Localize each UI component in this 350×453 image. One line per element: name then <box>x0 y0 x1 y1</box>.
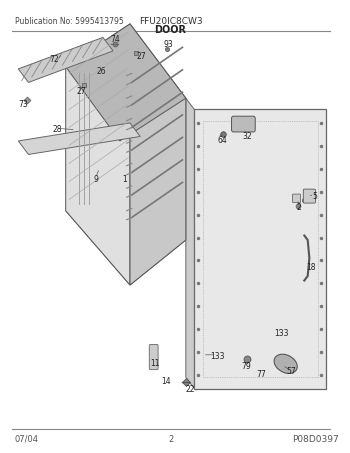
Text: 26: 26 <box>96 67 106 76</box>
Text: 133: 133 <box>274 329 289 338</box>
Text: 2: 2 <box>168 434 173 443</box>
Text: 74: 74 <box>110 35 120 44</box>
Polygon shape <box>186 98 194 389</box>
Polygon shape <box>18 38 113 82</box>
Text: P08D0397: P08D0397 <box>293 434 339 443</box>
Text: 133: 133 <box>210 352 225 361</box>
Text: 07/04: 07/04 <box>15 434 39 443</box>
FancyBboxPatch shape <box>303 189 315 203</box>
Text: 2: 2 <box>296 202 301 212</box>
Text: 14: 14 <box>161 377 170 386</box>
Text: DOOR: DOOR <box>155 25 187 35</box>
Text: 27: 27 <box>136 52 146 61</box>
Polygon shape <box>66 24 130 285</box>
Text: 73: 73 <box>19 101 28 110</box>
FancyBboxPatch shape <box>293 194 301 202</box>
Text: Publication No: 5995413795: Publication No: 5995413795 <box>15 17 124 26</box>
Text: 72: 72 <box>49 54 59 63</box>
Text: 64: 64 <box>217 135 227 145</box>
FancyBboxPatch shape <box>232 116 255 132</box>
Text: 79: 79 <box>241 362 251 371</box>
Text: 9: 9 <box>93 175 98 184</box>
Ellipse shape <box>274 354 297 373</box>
Text: 77: 77 <box>257 370 266 379</box>
Text: 22: 22 <box>186 385 195 394</box>
Text: 5: 5 <box>312 192 317 201</box>
Text: 28: 28 <box>52 125 62 134</box>
Polygon shape <box>130 24 186 285</box>
Text: 18: 18 <box>306 263 316 271</box>
Text: 1: 1 <box>122 175 127 184</box>
FancyBboxPatch shape <box>149 344 158 370</box>
Text: 11: 11 <box>150 359 160 368</box>
Text: 93: 93 <box>163 40 173 48</box>
Text: 57: 57 <box>286 367 296 376</box>
Text: 27: 27 <box>76 87 86 96</box>
Polygon shape <box>194 110 326 389</box>
Polygon shape <box>66 166 186 285</box>
Text: 32: 32 <box>242 132 252 141</box>
Text: FFU20IC8CW3: FFU20IC8CW3 <box>139 17 202 26</box>
Polygon shape <box>18 123 140 154</box>
Polygon shape <box>66 24 186 141</box>
